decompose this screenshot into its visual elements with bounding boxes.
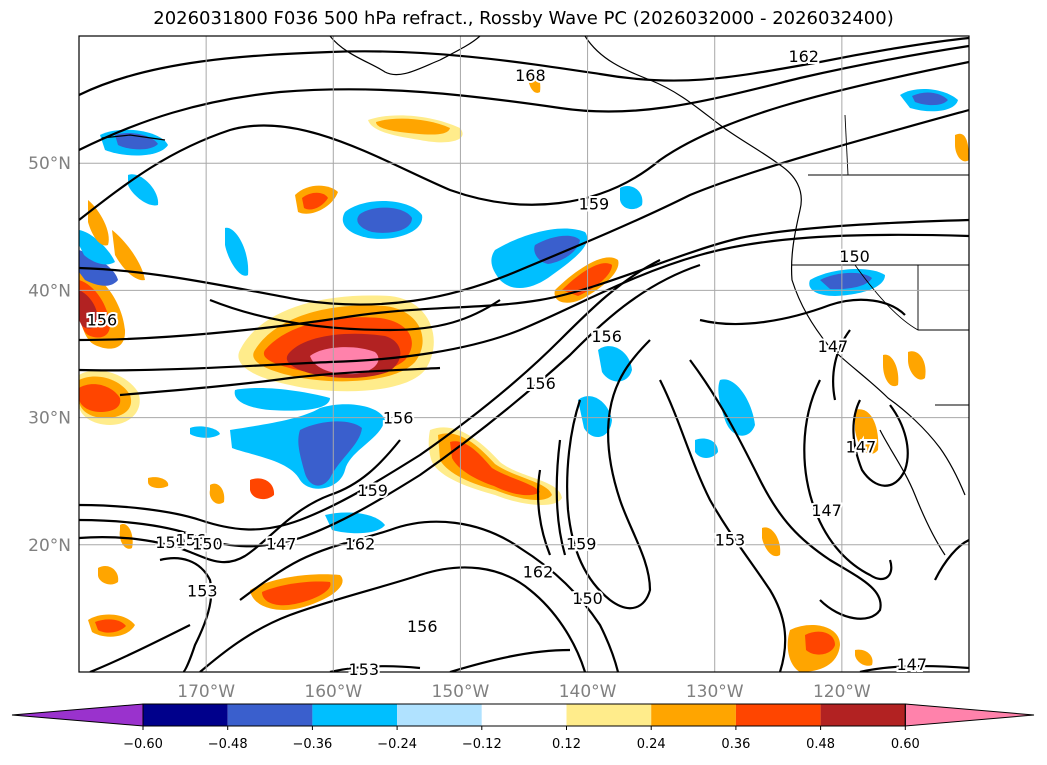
contour-label: 150	[839, 247, 870, 266]
colorbar-bin	[143, 704, 228, 726]
colorbar-bin	[566, 704, 652, 726]
colorbar-tick-label: −0.60	[123, 737, 163, 752]
contour-label: 153	[715, 530, 746, 549]
lat-tick-labels: 50°N 40°N 30°N 20°N	[28, 154, 71, 556]
lat-tick-label: 50°N	[28, 154, 71, 174]
contour-label: 156	[383, 408, 414, 427]
colorbar	[11, 703, 1035, 730]
colorbar-extend-high	[904, 703, 1035, 727]
contour-label: 159	[579, 195, 610, 214]
colorbar-bin	[735, 704, 821, 726]
colorbar-frame	[142, 703, 906, 727]
colorbar-bin	[227, 704, 313, 726]
lon-tick-label: 120°W	[813, 682, 871, 702]
chart-title: 2026031800 F036 500 hPa refract., Rossby…	[153, 8, 894, 29]
lon-tick-label: 130°W	[686, 682, 744, 702]
contour-label: 147	[818, 337, 849, 356]
colorbar-tick-label: 0.48	[806, 737, 835, 752]
colorbar-bin	[820, 704, 906, 726]
contour-label: 147	[811, 501, 842, 520]
contour-label: 159	[566, 534, 597, 553]
lon-tick-label: 160°W	[304, 682, 362, 702]
contour-label: 168	[515, 66, 546, 85]
political-borders	[792, 114, 969, 406]
contour-label: 153	[349, 660, 380, 679]
contour-label: 156	[407, 617, 438, 636]
contour-label: 156	[176, 530, 207, 549]
colorbar-extend-low	[11, 703, 144, 727]
colorbar-tick-label: −0.48	[208, 737, 248, 752]
colorbar-tick-labels: −0.60 −0.48 −0.36 −0.24 −0.12 0.12 0.24 0.36 0.4…	[123, 737, 920, 752]
contour-label: 147	[897, 655, 928, 674]
lon-tick-labels: 170°W 160°W 150°W 140°W 130°W 120°W	[177, 682, 871, 702]
contour-label: 150	[572, 589, 603, 608]
contour-label: 156	[525, 374, 556, 393]
lon-tick-label: 150°W	[432, 682, 490, 702]
colorbar-tick-label: 0.60	[891, 737, 920, 752]
refractivity-shading	[79, 69, 969, 672]
colorbar-bin	[651, 704, 736, 726]
lat-tick-label: 30°N	[28, 409, 71, 429]
colorbar-tick-label: 0.24	[637, 737, 666, 752]
colorbar-bin	[312, 704, 398, 726]
colorbar-tick-label: −0.24	[377, 737, 417, 752]
contour-label: 147	[846, 438, 877, 457]
colorbar-bin	[397, 704, 482, 726]
contour-label: 153	[187, 581, 218, 600]
contour-label: 156	[87, 310, 118, 329]
colorbar-tick-label: 0.12	[552, 737, 581, 752]
colorbar-tick-label: −0.36	[292, 737, 332, 752]
colorbar-tick-label: 0.36	[721, 737, 750, 752]
lon-tick-label: 140°W	[559, 682, 617, 702]
plot-frame	[78, 35, 970, 673]
contour-label: 156	[591, 327, 622, 346]
lat-tick-label: 40°N	[28, 281, 71, 301]
coastlines	[101, 36, 966, 556]
lat-tick-label: 20°N	[28, 536, 71, 556]
contour-label: 162	[788, 47, 819, 66]
height-contours	[79, 36, 969, 672]
colorbar-bin	[481, 704, 567, 726]
gridlines	[79, 36, 969, 672]
contour-labels: 1681621591501471471471471561561561561591…	[85, 45, 929, 681]
colorbar-tick-label: −0.12	[462, 737, 502, 752]
contour-label: 159	[357, 481, 388, 500]
contour-label: 150	[192, 534, 223, 553]
contour-label: 162	[345, 534, 376, 553]
lon-tick-label: 170°W	[177, 682, 235, 702]
contour-label: 162	[523, 562, 554, 581]
contour-label: 159	[155, 533, 186, 552]
contour-label: 147	[266, 534, 297, 553]
